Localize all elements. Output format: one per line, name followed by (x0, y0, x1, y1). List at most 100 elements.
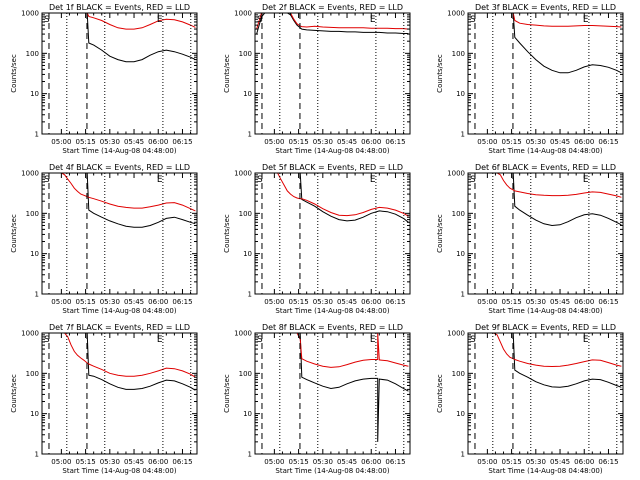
x-tick-label: 06:15 (385, 298, 405, 306)
x-tick-label: 06:00 (148, 298, 168, 306)
x-tick-label: 06:15 (598, 298, 618, 306)
y-axis-label: Counts/sec (223, 54, 231, 93)
x-tick-label: 05:15 (289, 138, 309, 146)
x-axis-label: Start Time (14-Aug-08 04:48:00) (275, 147, 389, 155)
y-axis-label: Counts/sec (436, 374, 444, 413)
y-axis-label: Counts/sec (436, 214, 444, 253)
y-tick-label: 100 (452, 370, 465, 378)
y-tick-label: 1 (35, 131, 39, 139)
y-tick-label: 100 (452, 210, 465, 218)
plot-frame (254, 172, 411, 295)
start-marker-label: S (257, 15, 263, 25)
chart-title: Det 9f BLACK = Events, RED = LLD (475, 323, 616, 332)
x-tick-label: 06:00 (574, 458, 594, 466)
x-tick-label: 05:45 (337, 298, 357, 306)
end-marker-label: E (157, 175, 163, 185)
x-tick-label: 06:15 (172, 298, 192, 306)
y-tick-label: 1 (35, 291, 39, 299)
x-tick-label: 05:15 (289, 298, 309, 306)
x-tick-label: 05:00 (477, 298, 497, 306)
x-tick-label: 05:45 (124, 298, 144, 306)
y-tick-label: 10 (456, 410, 465, 418)
x-tick-label: 05:45 (337, 138, 357, 146)
chart-panel-6: 1 10 100 1000 05:00 05:15 05:30 05:45 06:00 06:15… (436, 163, 624, 315)
start-marker-label: S (44, 335, 50, 345)
x-tick-label: 06:15 (385, 458, 405, 466)
x-tick-label: 05:00 (264, 298, 284, 306)
chart-panel-2: 1 10 100 1000 05:00 05:15 05:30 05:45 06:00 06:15… (223, 3, 411, 155)
x-axis-label: Start Time (14-Aug-08 04:48:00) (62, 147, 176, 155)
plot-frame (41, 172, 198, 295)
x-axis-label: Start Time (14-Aug-08 04:48:00) (62, 307, 176, 315)
start-marker-label: S (257, 335, 263, 345)
plot-frame (467, 332, 624, 455)
x-tick-label: 06:00 (361, 458, 381, 466)
y-tick-label: 100 (26, 210, 39, 218)
y-tick-label: 10 (30, 250, 39, 258)
plot-frame (41, 12, 198, 135)
y-tick-label: 1 (461, 451, 465, 459)
y-tick-label: 1000 (21, 10, 39, 18)
chart-title: Det 6f BLACK = Events, RED = LLD (475, 163, 616, 172)
x-tick-label: 05:30 (100, 458, 120, 466)
x-tick-label: 05:30 (100, 298, 120, 306)
x-tick-label: 05:45 (124, 458, 144, 466)
y-tick-label: 1 (248, 291, 252, 299)
y-axis-label: Counts/sec (10, 374, 18, 413)
start-marker-label: S (257, 175, 263, 185)
x-tick-label: 05:00 (51, 458, 71, 466)
chart-panel-7: 1 10 100 1000 05:00 05:15 05:30 05:45 06:00 06:15… (10, 323, 198, 475)
x-tick-label: 06:00 (574, 298, 594, 306)
y-tick-label: 1 (461, 291, 465, 299)
end-marker-label: E (157, 335, 163, 345)
end-marker-label: E (370, 335, 376, 345)
x-tick-label: 05:00 (51, 298, 71, 306)
x-tick-label: 05:15 (76, 298, 96, 306)
x-tick-label: 06:15 (172, 138, 192, 146)
chart-panel-1: 1 10 100 1000 05:00 05:15 05:30 05:45 06:00 06:15… (10, 3, 198, 155)
x-tick-label: 05:00 (264, 458, 284, 466)
x-tick-label: 05:15 (76, 138, 96, 146)
x-tick-label: 05:15 (502, 138, 522, 146)
x-tick-label: 05:45 (550, 298, 570, 306)
y-axis-label: Counts/sec (436, 54, 444, 93)
series-line-events (469, 172, 622, 227)
chart-title: Det 7f BLACK = Events, RED = LLD (49, 323, 190, 332)
y-tick-label: 100 (452, 50, 465, 58)
end-marker-label: E (583, 175, 589, 185)
y-axis-label: Counts/sec (10, 214, 18, 253)
chart-title: Det 2f BLACK = Events, RED = LLD (262, 3, 403, 12)
x-tick-label: 05:00 (51, 138, 71, 146)
x-tick-label: 05:30 (100, 138, 120, 146)
y-tick-label: 1000 (234, 330, 252, 338)
start-marker-label: S (470, 335, 476, 345)
x-tick-label: 06:00 (361, 138, 381, 146)
y-tick-label: 10 (456, 250, 465, 258)
plot-frame (254, 332, 411, 455)
x-tick-label: 06:00 (148, 138, 168, 146)
y-tick-label: 1000 (234, 170, 252, 178)
start-marker-label: S (470, 15, 476, 25)
y-tick-label: 1000 (447, 10, 465, 18)
chart-panel-8: 1 10 100 1000 05:00 05:15 05:30 05:45 06:00 06:15… (223, 323, 411, 475)
y-axis-label: Counts/sec (223, 214, 231, 253)
end-marker-label: E (583, 15, 589, 25)
y-tick-label: 100 (239, 370, 252, 378)
y-tick-label: 1 (461, 131, 465, 139)
y-tick-label: 10 (30, 90, 39, 98)
end-marker-label: E (370, 175, 376, 185)
y-tick-label: 100 (26, 50, 39, 58)
chart-panel-5: 1 10 100 1000 05:00 05:15 05:30 05:45 06:00 06:15… (223, 163, 411, 315)
x-tick-label: 05:30 (313, 458, 333, 466)
x-tick-label: 06:00 (148, 458, 168, 466)
x-tick-label: 05:00 (264, 138, 284, 146)
x-axis-label: Start Time (14-Aug-08 04:48:00) (62, 467, 176, 475)
y-tick-label: 1 (248, 131, 252, 139)
chart-title: Det 8f BLACK = Events, RED = LLD (262, 323, 403, 332)
y-tick-label: 1000 (447, 170, 465, 178)
plot-frame (41, 332, 198, 455)
chart-panel-3: 1 10 100 1000 05:00 05:15 05:30 05:45 06:00 06:15… (436, 3, 624, 155)
end-marker-label: E (157, 15, 163, 25)
series-line-lld (256, 12, 409, 30)
